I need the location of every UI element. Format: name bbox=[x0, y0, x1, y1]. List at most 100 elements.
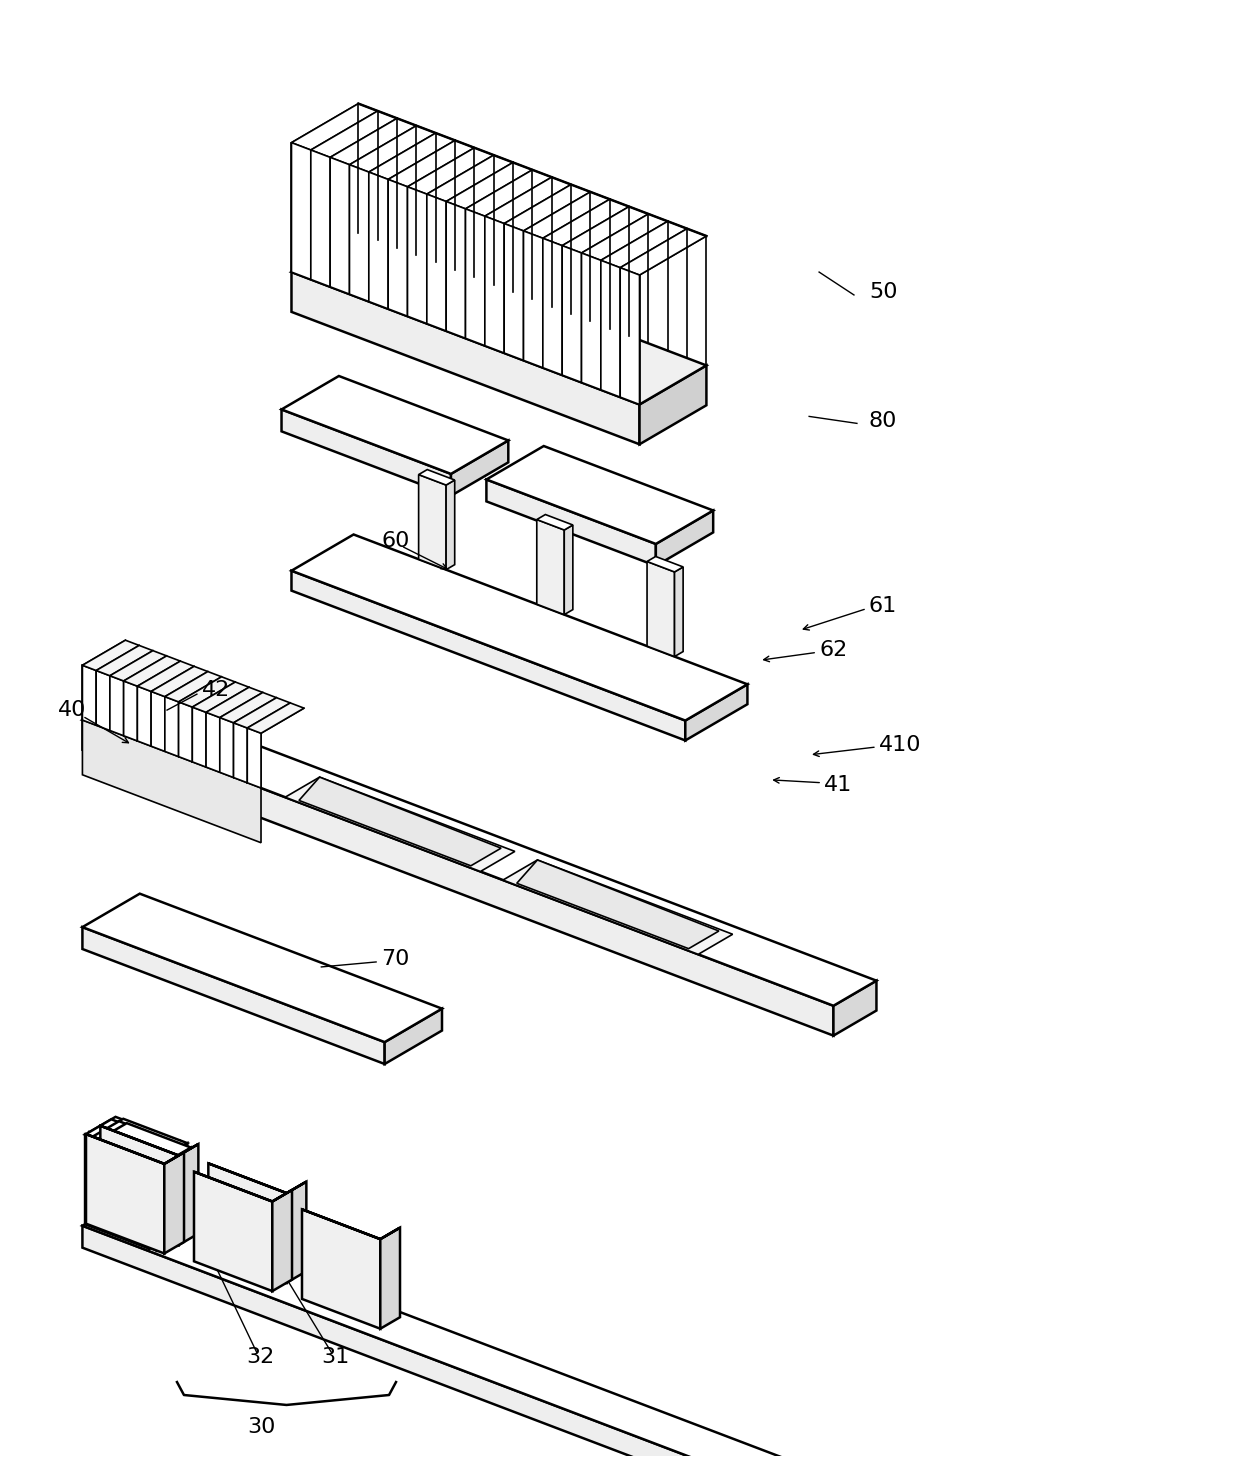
Polygon shape bbox=[93, 1137, 157, 1250]
Polygon shape bbox=[647, 556, 683, 572]
Polygon shape bbox=[537, 515, 573, 530]
Polygon shape bbox=[451, 441, 508, 496]
Polygon shape bbox=[86, 1135, 149, 1249]
Polygon shape bbox=[601, 260, 620, 397]
Polygon shape bbox=[154, 1141, 180, 1246]
Polygon shape bbox=[97, 1119, 187, 1158]
Polygon shape bbox=[149, 1144, 175, 1249]
Polygon shape bbox=[86, 1119, 175, 1158]
Polygon shape bbox=[206, 712, 219, 772]
Polygon shape bbox=[465, 169, 552, 216]
Polygon shape bbox=[505, 223, 523, 360]
Polygon shape bbox=[408, 187, 427, 324]
Polygon shape bbox=[291, 143, 311, 280]
Text: 70: 70 bbox=[381, 948, 409, 969]
Polygon shape bbox=[465, 209, 485, 346]
Polygon shape bbox=[100, 1138, 165, 1252]
Polygon shape bbox=[291, 104, 378, 150]
Polygon shape bbox=[601, 222, 687, 267]
Polygon shape bbox=[82, 894, 441, 1042]
Polygon shape bbox=[291, 570, 686, 741]
Polygon shape bbox=[110, 676, 124, 735]
Polygon shape bbox=[233, 722, 247, 783]
Polygon shape bbox=[206, 687, 263, 718]
Polygon shape bbox=[330, 118, 417, 165]
Polygon shape bbox=[291, 271, 640, 445]
Polygon shape bbox=[281, 376, 508, 474]
Polygon shape bbox=[388, 140, 475, 187]
Polygon shape bbox=[165, 1148, 191, 1252]
Polygon shape bbox=[686, 684, 748, 741]
Polygon shape bbox=[647, 562, 675, 657]
Polygon shape bbox=[833, 980, 877, 1036]
Polygon shape bbox=[368, 172, 388, 309]
Polygon shape bbox=[523, 231, 543, 368]
Polygon shape bbox=[165, 1153, 184, 1253]
Polygon shape bbox=[419, 474, 446, 569]
Polygon shape bbox=[388, 179, 408, 317]
Polygon shape bbox=[82, 665, 97, 725]
Polygon shape bbox=[285, 778, 515, 871]
Polygon shape bbox=[503, 859, 733, 954]
Polygon shape bbox=[446, 162, 532, 209]
Polygon shape bbox=[86, 1134, 184, 1164]
Polygon shape bbox=[582, 214, 668, 260]
Polygon shape bbox=[193, 1172, 273, 1291]
Polygon shape bbox=[89, 1116, 180, 1157]
Polygon shape bbox=[97, 1134, 161, 1247]
Polygon shape bbox=[82, 721, 833, 1036]
Polygon shape bbox=[537, 519, 564, 614]
Polygon shape bbox=[299, 778, 501, 865]
Polygon shape bbox=[138, 661, 195, 692]
Polygon shape bbox=[517, 859, 719, 948]
Polygon shape bbox=[157, 1145, 184, 1250]
Text: 50: 50 bbox=[869, 282, 898, 302]
Polygon shape bbox=[138, 686, 151, 746]
Polygon shape bbox=[192, 708, 206, 767]
Polygon shape bbox=[93, 1121, 184, 1161]
Polygon shape bbox=[100, 1126, 198, 1156]
Polygon shape bbox=[193, 1172, 291, 1202]
Polygon shape bbox=[100, 1126, 179, 1245]
Polygon shape bbox=[427, 194, 446, 331]
Polygon shape bbox=[620, 229, 707, 276]
Text: 40: 40 bbox=[57, 700, 86, 721]
Polygon shape bbox=[233, 697, 290, 728]
Polygon shape bbox=[82, 1226, 952, 1459]
Polygon shape bbox=[486, 446, 713, 544]
Polygon shape bbox=[303, 1210, 381, 1329]
Polygon shape bbox=[543, 238, 562, 375]
Polygon shape bbox=[350, 165, 368, 302]
Polygon shape bbox=[179, 1144, 198, 1245]
Polygon shape bbox=[151, 667, 208, 696]
Polygon shape bbox=[311, 150, 330, 287]
Polygon shape bbox=[562, 245, 582, 382]
Polygon shape bbox=[219, 693, 277, 722]
Polygon shape bbox=[179, 677, 236, 708]
Polygon shape bbox=[656, 511, 713, 566]
Text: 80: 80 bbox=[869, 411, 898, 432]
Polygon shape bbox=[273, 1191, 291, 1291]
Text: 62: 62 bbox=[820, 641, 847, 661]
Polygon shape bbox=[165, 696, 179, 757]
Polygon shape bbox=[165, 671, 222, 702]
Polygon shape bbox=[419, 470, 455, 484]
Polygon shape bbox=[86, 1134, 165, 1253]
Polygon shape bbox=[640, 365, 707, 445]
Polygon shape bbox=[485, 216, 505, 353]
Polygon shape bbox=[543, 200, 629, 245]
Text: 30: 30 bbox=[248, 1417, 275, 1437]
Polygon shape bbox=[179, 702, 192, 762]
Polygon shape bbox=[446, 201, 465, 338]
Polygon shape bbox=[100, 1123, 191, 1163]
Polygon shape bbox=[427, 155, 513, 201]
Polygon shape bbox=[161, 1144, 187, 1247]
Polygon shape bbox=[82, 694, 877, 1005]
Text: 42: 42 bbox=[202, 680, 231, 700]
Polygon shape bbox=[82, 926, 384, 1064]
Polygon shape bbox=[208, 1163, 286, 1282]
Polygon shape bbox=[247, 703, 304, 734]
Polygon shape bbox=[151, 692, 165, 751]
Polygon shape bbox=[281, 410, 451, 496]
Polygon shape bbox=[523, 193, 610, 238]
